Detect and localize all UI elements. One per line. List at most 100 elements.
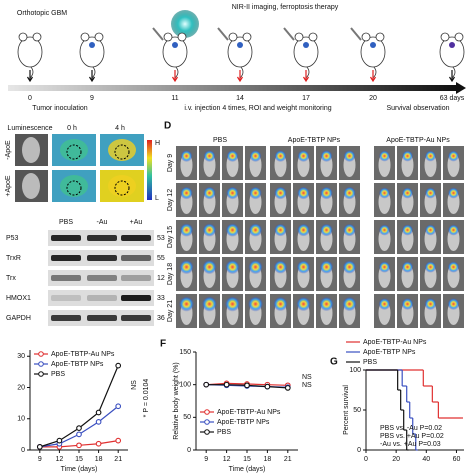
signal xyxy=(226,186,239,200)
point xyxy=(223,381,230,388)
x-tick-label: 18 xyxy=(95,456,103,463)
kda-label: 36 xyxy=(157,315,165,322)
signal xyxy=(296,296,311,312)
signal xyxy=(297,186,310,200)
signal xyxy=(447,298,460,310)
signal xyxy=(401,150,414,162)
roi xyxy=(114,144,130,160)
mouse-ear xyxy=(294,32,304,42)
mouse-body xyxy=(439,36,465,68)
heatmap-hot xyxy=(60,175,88,197)
signal xyxy=(424,224,437,236)
point xyxy=(76,431,82,438)
kda-label: 33 xyxy=(157,295,165,302)
signal xyxy=(247,296,264,312)
point xyxy=(284,385,291,391)
x-tick-label: 9 xyxy=(38,456,42,463)
day-arrow xyxy=(171,70,179,83)
mouse xyxy=(17,32,43,79)
point xyxy=(36,444,43,450)
signal xyxy=(202,259,217,275)
band xyxy=(87,235,117,241)
mouse xyxy=(217,27,253,79)
y-tick-label: 0 xyxy=(357,447,361,454)
x-axis-label: Time (days) xyxy=(61,466,98,473)
roi xyxy=(66,144,82,160)
protein-label: GAPDH xyxy=(6,315,31,322)
signal xyxy=(297,150,310,162)
legend-marker xyxy=(204,419,210,425)
roi xyxy=(114,180,130,196)
signal xyxy=(378,224,391,236)
day-label: 14 xyxy=(236,95,244,102)
mouse-ear xyxy=(454,32,464,42)
mouse xyxy=(79,32,105,79)
signal xyxy=(342,296,357,312)
point xyxy=(76,425,82,431)
phase-label: Tumor inoculation xyxy=(32,105,87,112)
day-row-label: Day 12 xyxy=(167,189,174,211)
signal xyxy=(424,187,437,199)
syringe xyxy=(217,27,229,41)
legend-marker xyxy=(38,351,44,357)
x-tick-label: 20 xyxy=(392,456,400,463)
legend-marker xyxy=(38,371,44,377)
signal xyxy=(201,296,218,312)
x-tick-label: 15 xyxy=(75,456,83,463)
mouse xyxy=(350,27,386,79)
point xyxy=(95,419,102,425)
annotation: * P = 0.0104 xyxy=(143,379,150,418)
point xyxy=(56,437,63,444)
mouse xyxy=(152,27,188,79)
legend-label: PBS xyxy=(217,429,231,436)
time-arrow xyxy=(456,82,466,94)
time-label: 0 h xyxy=(67,125,77,132)
day-arrow xyxy=(369,70,377,83)
signal xyxy=(180,186,193,200)
signal xyxy=(203,150,216,162)
tumor xyxy=(449,42,455,48)
signal xyxy=(343,186,356,200)
legend-label: ApoE-TBTP NPs xyxy=(217,419,270,426)
band xyxy=(51,295,81,301)
mouse-ear xyxy=(228,32,238,42)
protein-label: P53 xyxy=(6,235,19,242)
mouse-body xyxy=(79,36,105,68)
panel-letter: D xyxy=(164,121,171,132)
blot-strip xyxy=(48,270,154,286)
x-tick-label: 18 xyxy=(264,456,272,463)
y-tick-label: 0 xyxy=(21,447,25,454)
timeline-title: NIR-II imaging, ferroptosis therapy xyxy=(232,4,339,11)
day-row-label: Day 15 xyxy=(167,226,174,248)
row-label: -ApoE xyxy=(5,140,12,160)
tumor xyxy=(370,42,376,48)
day-label: 17 xyxy=(302,95,310,102)
signal xyxy=(401,298,414,310)
annotation: -Au vs. +Au P=0.03 xyxy=(380,441,441,448)
annotation: NS xyxy=(131,380,138,390)
y-tick-label: 0 xyxy=(187,447,191,454)
legend-label: ApoE-TBTP-Au NPs xyxy=(51,351,115,358)
row-label: +ApoE xyxy=(5,175,12,197)
legend-label: PBS xyxy=(363,359,377,366)
band xyxy=(51,235,81,241)
day-label: 20 xyxy=(369,95,377,102)
group-label: ApoE-TBTP NPs xyxy=(288,137,341,144)
legend-label: ApoE-TBTP NPs xyxy=(51,361,104,368)
signal xyxy=(273,296,288,312)
signal xyxy=(297,223,310,237)
group-label: ApoE-TBTP-Au NPs xyxy=(386,137,450,144)
signal xyxy=(447,224,460,236)
y-tick-label: 10 xyxy=(17,416,25,423)
point xyxy=(244,382,250,389)
group-label: PBS xyxy=(213,137,227,144)
legend-marker xyxy=(204,429,210,435)
signal xyxy=(343,223,356,237)
signal xyxy=(424,298,437,310)
signal xyxy=(179,259,194,275)
mouse-ear xyxy=(177,32,187,42)
signal xyxy=(178,296,195,312)
heatmap-hot xyxy=(108,175,136,197)
point xyxy=(203,381,210,388)
imaging-header: Luminescence xyxy=(7,125,52,132)
